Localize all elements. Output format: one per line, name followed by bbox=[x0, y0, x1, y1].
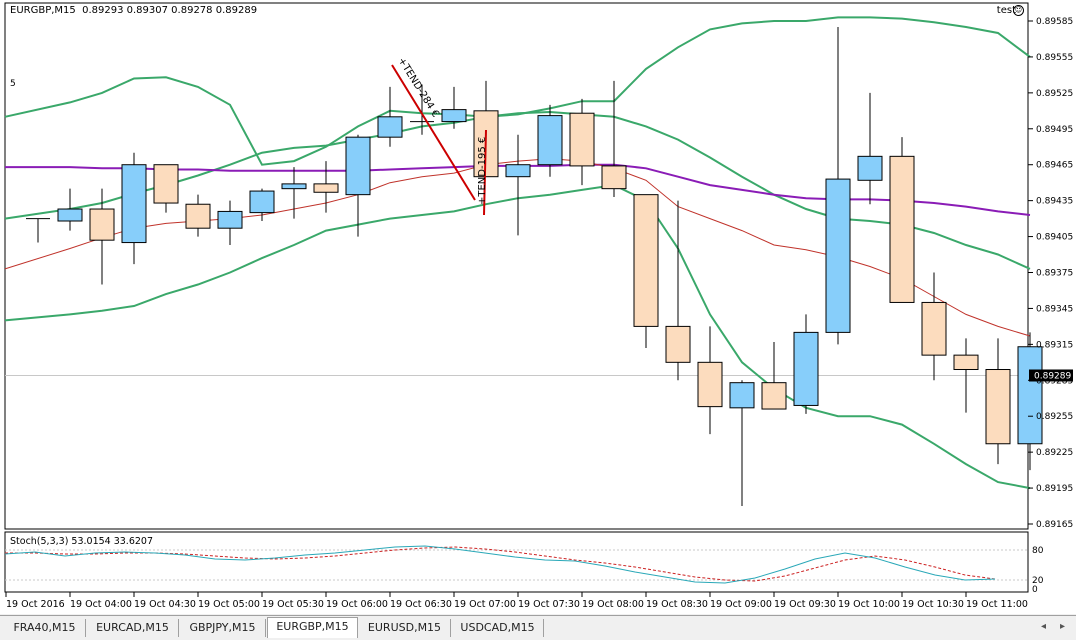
price-tick-label: 0.89495 bbox=[1036, 125, 1073, 135]
tab-usdcad[interactable]: USDCAD,M15 bbox=[452, 619, 544, 637]
chart-tab-bar: FRA40,M15 EURCAD,M15 GBPJPY,M15 EURGBP,M… bbox=[0, 615, 1076, 640]
stoch-level-label: 80 bbox=[1032, 546, 1044, 556]
candle-body bbox=[889, 155, 915, 303]
slow-ma-line bbox=[5, 163, 1031, 216]
time-tick-label: 19 Oct 10:00 bbox=[838, 599, 900, 610]
candle-body bbox=[281, 183, 307, 190]
price-tick-label: 0.89525 bbox=[1036, 89, 1073, 99]
smiley-icon[interactable]: ☺ bbox=[1013, 5, 1024, 16]
candle-body bbox=[153, 164, 179, 204]
time-tick-label: 19 Oct 08:30 bbox=[646, 599, 708, 610]
candle-body bbox=[217, 210, 243, 229]
price-tick-label: 0.89165 bbox=[1036, 520, 1073, 530]
price-tick-label: 0.89555 bbox=[1036, 53, 1073, 63]
candle-body bbox=[953, 354, 979, 371]
tab-fra40[interactable]: FRA40,M15 bbox=[4, 619, 86, 637]
bollinger-mid-line bbox=[4, 110, 1031, 270]
price-tick-label: 0.89465 bbox=[1036, 161, 1073, 171]
price-tick-label: 0.89345 bbox=[1036, 304, 1073, 314]
price-tick-label: 0.89255 bbox=[1036, 412, 1073, 422]
time-tick-label: 19 Oct 11:00 bbox=[966, 599, 1028, 610]
candle-body bbox=[825, 178, 851, 333]
price-tick-label: 0.89585 bbox=[1036, 17, 1073, 27]
tab-eurgbp[interactable]: EURGBP,M15 bbox=[267, 617, 358, 638]
stoch-zero-label: 0 bbox=[1032, 585, 1038, 595]
candle-body bbox=[505, 164, 531, 178]
candle-body bbox=[441, 109, 467, 123]
time-tick-label: 19 Oct 09:30 bbox=[774, 599, 836, 610]
stoch-main-line bbox=[4, 545, 996, 584]
chart-window[interactable]: +TEND-284 € +TEND-195 € 80 20 0 0.89585 0.89… bbox=[0, 0, 1076, 614]
candle-body bbox=[569, 112, 595, 167]
bollinger-upper-line bbox=[4, 16, 1031, 166]
price-tick-label: 0.89195 bbox=[1036, 484, 1073, 494]
candle-body bbox=[633, 194, 659, 327]
time-tick-label: 19 Oct 06:30 bbox=[390, 599, 452, 610]
trade-line-1 bbox=[391, 64, 476, 201]
side-marker: 5 bbox=[10, 79, 16, 89]
arrow-left-icon[interactable]: ◂ bbox=[1041, 621, 1047, 632]
price-tick-label: 0.89375 bbox=[1036, 269, 1073, 279]
time-tick-label: 19 Oct 05:00 bbox=[198, 599, 260, 610]
candle-body bbox=[345, 136, 371, 196]
candle-body bbox=[57, 208, 83, 222]
time-tick-label: 19 Oct 09:00 bbox=[710, 599, 772, 610]
time-tick-label: 19 Oct 10:30 bbox=[902, 599, 964, 610]
main-pane-frame bbox=[4, 2, 1029, 530]
expert-advisor-label[interactable]: test bbox=[996, 5, 1016, 16]
trade-label-2: +TEND-195 € bbox=[477, 137, 488, 205]
current-price-box bbox=[1029, 369, 1073, 382]
candle-body bbox=[121, 164, 147, 244]
tab-eurcad[interactable]: EURCAD,M15 bbox=[87, 619, 179, 637]
candle-body bbox=[185, 203, 211, 229]
candle-body bbox=[377, 116, 403, 138]
time-tick-label: 19 Oct 08:00 bbox=[582, 599, 644, 610]
candle-body bbox=[697, 361, 723, 408]
stoch-level-label: 20 bbox=[1032, 576, 1044, 586]
candle-body bbox=[985, 369, 1011, 445]
bollinger-lower-line bbox=[4, 184, 1031, 490]
tab-gbpjpy[interactable]: GBPJPY,M15 bbox=[180, 619, 266, 637]
candle-body bbox=[729, 382, 755, 409]
candle-body bbox=[793, 331, 819, 406]
time-tick-label: 19 Oct 04:30 bbox=[134, 599, 196, 610]
time-tick-label: 19 Oct 07:00 bbox=[454, 599, 516, 610]
candle-body bbox=[89, 208, 115, 241]
candle-body bbox=[921, 301, 947, 356]
tab-eurusd[interactable]: EURUSD,M15 bbox=[359, 619, 451, 637]
price-tick-label: 0.89315 bbox=[1036, 340, 1073, 350]
candle-body bbox=[249, 190, 275, 214]
time-tick-label: 19 Oct 05:30 bbox=[262, 599, 324, 610]
candle-body bbox=[537, 115, 563, 166]
price-tick-label: 0.89405 bbox=[1036, 233, 1073, 243]
price-tick-label: 0.89225 bbox=[1036, 448, 1073, 458]
trade-line-2 bbox=[483, 129, 487, 216]
time-tick-label: 19 Oct 04:00 bbox=[70, 599, 132, 610]
arrow-right-icon[interactable]: ▸ bbox=[1060, 621, 1066, 632]
time-tick-label: 19 Oct 06:00 bbox=[326, 599, 388, 610]
symbol-info: EURGBP,M15 0.89293 0.89307 0.89278 0.892… bbox=[10, 5, 258, 16]
stochastic-label: Stoch(5,3,3) 53.0154 33.6207 bbox=[10, 536, 154, 547]
candle-body bbox=[665, 325, 691, 363]
candle-body bbox=[313, 183, 339, 193]
time-tick-label: 19 Oct 2016 bbox=[6, 599, 65, 610]
candle-body bbox=[761, 382, 787, 410]
stoch-pane-frame bbox=[4, 531, 1029, 593]
time-tick-label: 19 Oct 07:30 bbox=[518, 599, 580, 610]
candle-body bbox=[857, 155, 883, 181]
current-price-text: 0.89289 bbox=[1034, 371, 1071, 381]
candle-body bbox=[1017, 346, 1043, 445]
candle-body bbox=[601, 165, 627, 190]
price-tick-label: 0.89435 bbox=[1036, 197, 1073, 207]
